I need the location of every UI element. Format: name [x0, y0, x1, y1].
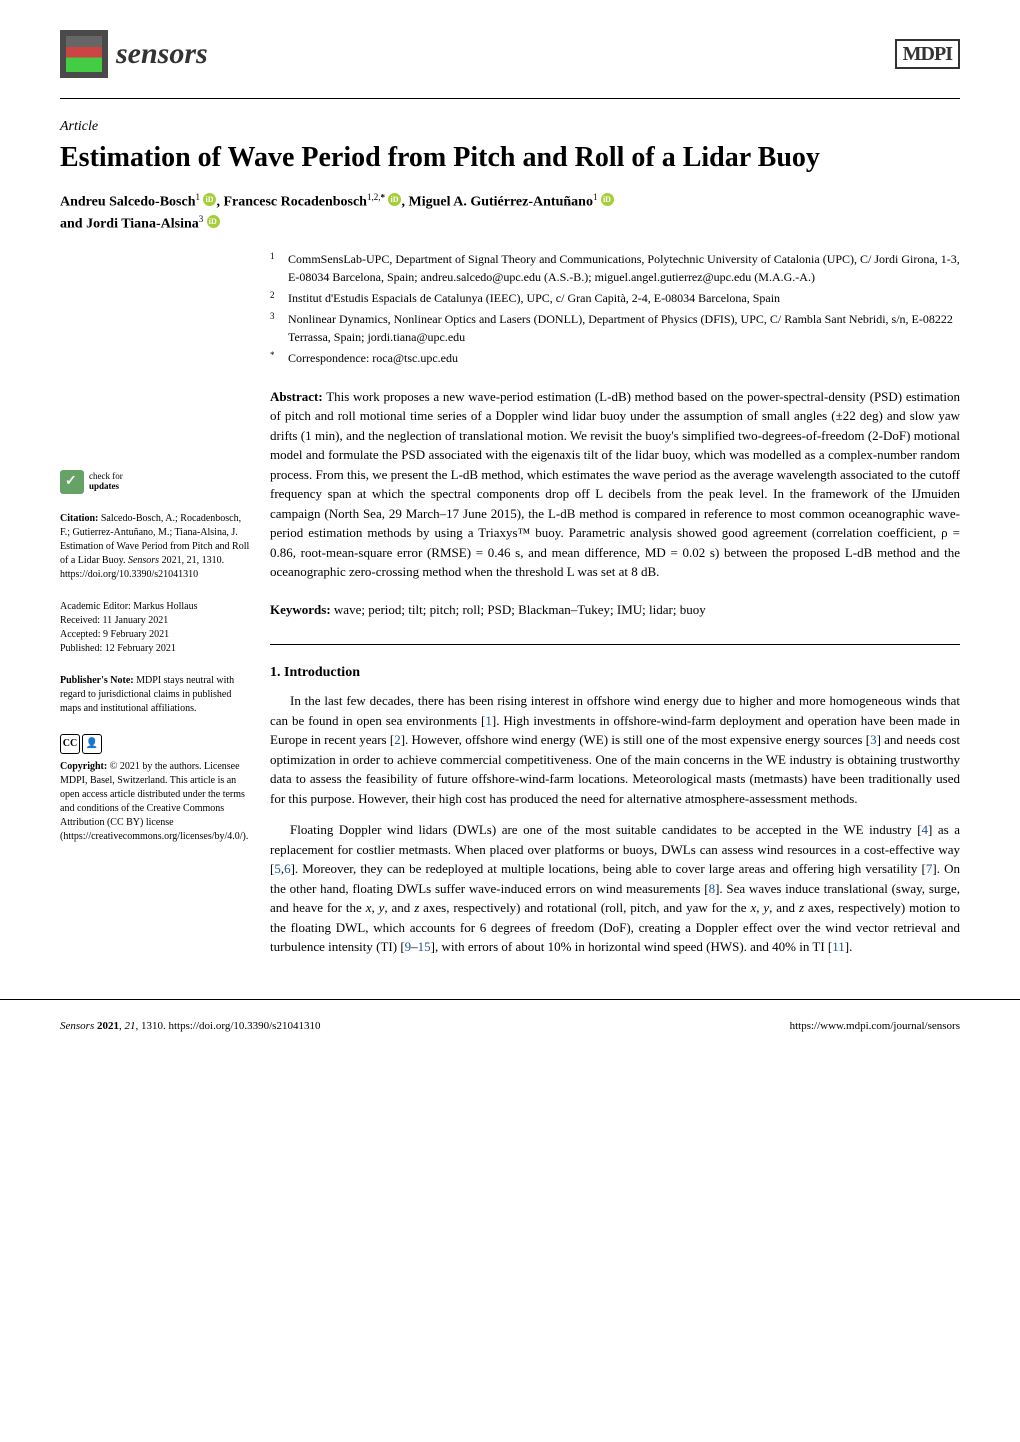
page-header: sensors MDPI [0, 0, 1020, 88]
citation-block: Citation: Salcedo-Bosch, A.; Rocadenbosc… [60, 512, 250, 582]
received-date: Received: 11 January 2021 [60, 614, 250, 628]
orcid-icon [388, 193, 401, 206]
note-label: Publisher's Note: [60, 675, 134, 686]
keywords-label: Keywords: [270, 602, 331, 617]
journal-name: sensors [116, 37, 208, 71]
article-type: Article [0, 119, 1020, 135]
ref-link[interactable]: 15 [418, 939, 431, 954]
check-updates-block: check for updates [60, 470, 250, 494]
paragraph-1: In the last few decades, there has been … [270, 691, 960, 808]
author-2: , Francesc Rocadenbosch [216, 195, 367, 210]
abstract-text: This work proposes a new wave-period est… [270, 389, 960, 580]
mdpi-text: MDPI [895, 39, 960, 69]
footer-right: https://www.mdpi.com/journal/sensors [790, 1020, 960, 1032]
section-divider [270, 644, 960, 645]
paragraph-2: Floating Doppler wind lidars (DWLs) are … [270, 820, 960, 957]
publisher-note-block: Publisher's Note: MDPI stays neutral wit… [60, 674, 250, 716]
header-divider [60, 98, 960, 99]
cc-badge: CC 👤 [60, 734, 250, 754]
cc-icon: CC [60, 734, 80, 754]
orcid-icon [601, 193, 614, 206]
main-content: 1CommSensLab-UPC, Department of Signal T… [270, 250, 960, 969]
page-footer: Sensors 2021, 21, 1310. https://doi.org/… [0, 999, 1020, 1062]
sensors-icon [60, 30, 108, 78]
copyright-text: © 2021 by the authors. Licensee MDPI, Ba… [60, 761, 248, 842]
affiliations: 1CommSensLab-UPC, Department of Signal T… [270, 250, 960, 367]
orcid-icon [203, 193, 216, 206]
author-1: Andreu Salcedo-Bosch [60, 195, 195, 210]
accepted-date: Accepted: 9 February 2021 [60, 628, 250, 642]
check-updates-icon[interactable] [60, 470, 84, 494]
editor: Academic Editor: Markus Hollaus [60, 600, 250, 614]
orcid-icon [207, 215, 220, 228]
ref-link[interactable]: 11 [832, 939, 845, 954]
journal-logo: sensors [60, 30, 208, 78]
author-4: and Jordi Tiana-Alsina [60, 217, 199, 232]
article-title: Estimation of Wave Period from Pitch and… [0, 135, 1020, 191]
citation-label: Citation: [60, 513, 98, 524]
license-block: CC 👤 Copyright: © 2021 by the authors. L… [60, 734, 250, 844]
published-date: Published: 12 February 2021 [60, 642, 250, 656]
keywords-text: wave; period; tilt; pitch; roll; PSD; Bl… [331, 602, 706, 617]
affiliation-1: CommSensLab-UPC, Department of Signal Th… [288, 252, 960, 284]
author-3: , Miguel A. Gutiérrez-Antuñano [401, 195, 592, 210]
abstract: Abstract: This work proposes a new wave-… [270, 387, 960, 582]
affiliation-3: Nonlinear Dynamics, Nonlinear Optics and… [288, 312, 953, 344]
abstract-label: Abstract: [270, 389, 323, 404]
keywords: Keywords: wave; period; tilt; pitch; rol… [270, 600, 960, 620]
dates-block: Academic Editor: Markus Hollaus Received… [60, 600, 250, 656]
affiliation-2: Institut d'Estudis Espacials de Cataluny… [288, 291, 780, 305]
publisher-logo: MDPI [895, 43, 960, 66]
footer-left: Sensors 2021, 21, 1310. https://doi.org/… [60, 1020, 320, 1032]
correspondence: Correspondence: roca@tsc.upc.edu [288, 351, 458, 365]
copyright-label: Copyright: [60, 761, 107, 772]
section-1-title: 1. Introduction [270, 665, 960, 681]
sidebar: check for updates Citation: Salcedo-Bosc… [60, 250, 270, 969]
by-icon: 👤 [82, 734, 102, 754]
authors: Andreu Salcedo-Bosch1 , Francesc Rocaden… [0, 191, 1020, 249]
check-updates-text: check for updates [89, 472, 123, 492]
